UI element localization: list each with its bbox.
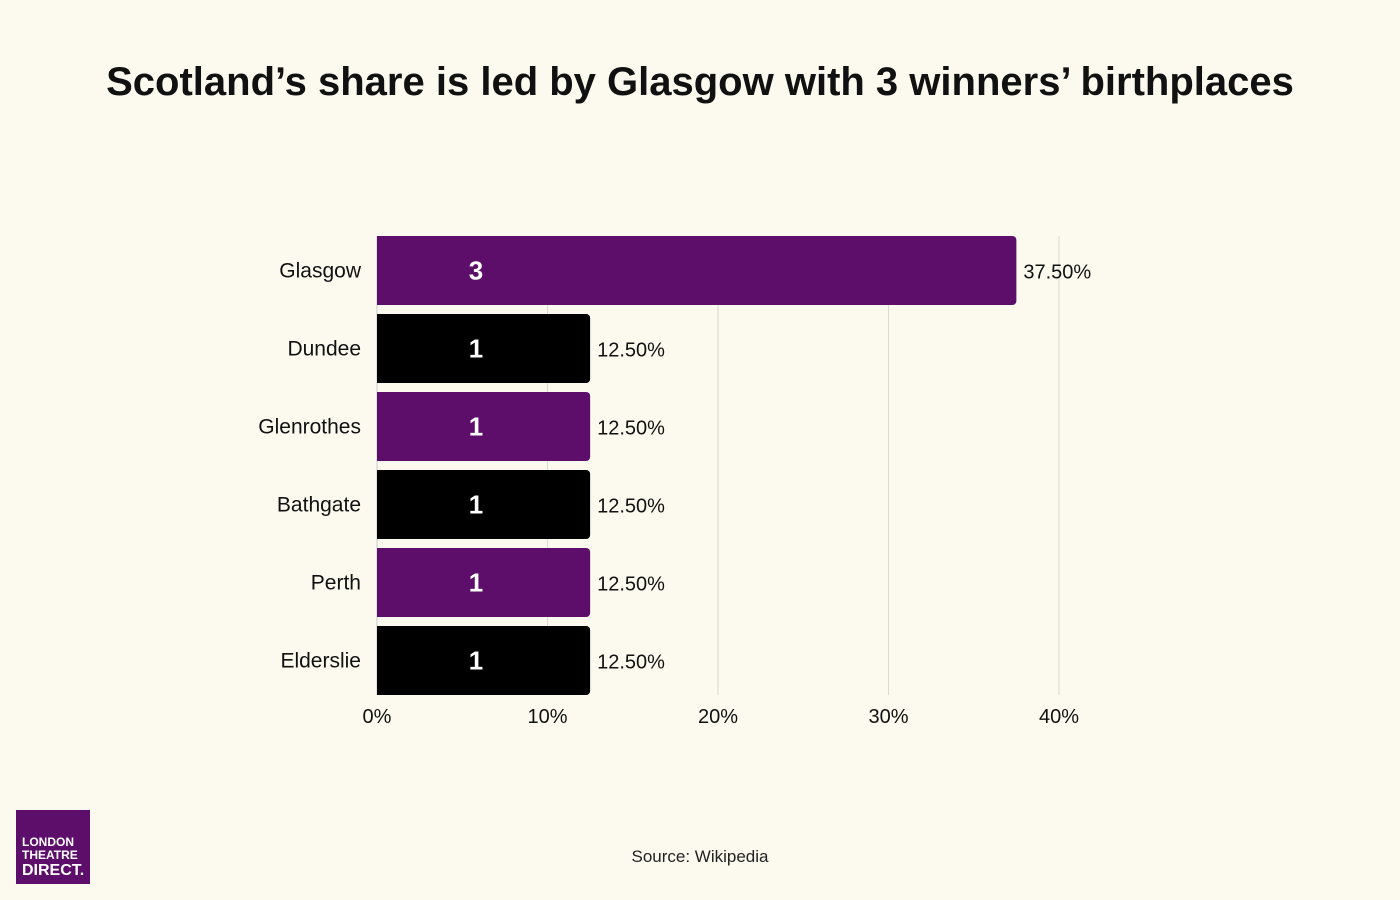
count-label: 1 bbox=[469, 334, 483, 364]
bar-edge bbox=[377, 392, 383, 461]
bar-edge bbox=[377, 314, 383, 383]
x-tick-label: 0% bbox=[363, 706, 392, 728]
value-label: 12.50% bbox=[597, 418, 665, 440]
category-label: Glenrothes bbox=[258, 416, 361, 439]
x-tick-label: 10% bbox=[527, 706, 567, 728]
bar bbox=[377, 236, 1017, 305]
bar bbox=[377, 626, 591, 695]
page-title: Scotland’s share is led by Glasgow with … bbox=[106, 60, 1294, 104]
logo-line-2: THEATRE bbox=[22, 848, 78, 862]
count-label: 1 bbox=[469, 490, 483, 520]
count-label: 1 bbox=[469, 412, 483, 442]
x-tick-label: 30% bbox=[868, 706, 908, 728]
value-label: 37.50% bbox=[1023, 262, 1091, 284]
category-label: Bathgate bbox=[277, 494, 361, 517]
count-label: 1 bbox=[469, 646, 483, 676]
category-label: Elderslie bbox=[280, 650, 361, 673]
bar bbox=[377, 392, 591, 461]
bar-edge bbox=[377, 626, 383, 695]
london-theatre-direct-logo: LONDON THEATRE DIRECT. bbox=[16, 810, 90, 884]
value-label: 12.50% bbox=[597, 652, 665, 674]
category-label: Perth bbox=[311, 572, 361, 595]
x-tick-label: 40% bbox=[1039, 706, 1079, 728]
bars bbox=[377, 236, 1017, 695]
labels: 0% 10% 20% 30% 40% Glasgow 3 37.50% Dundee 1 12.50… bbox=[258, 256, 1091, 729]
count-label: 1 bbox=[469, 568, 483, 598]
category-label: Dundee bbox=[287, 338, 361, 361]
value-label: 12.50% bbox=[597, 340, 665, 362]
x-tick-label: 20% bbox=[698, 706, 738, 728]
bar-edge bbox=[377, 470, 383, 539]
bar bbox=[377, 470, 591, 539]
value-label: 12.50% bbox=[597, 496, 665, 518]
bar bbox=[377, 314, 591, 383]
value-label: 12.50% bbox=[597, 574, 665, 596]
source-note: Source: Wikipedia bbox=[631, 847, 769, 866]
bar-edge bbox=[377, 548, 383, 617]
bar-chart: 0% 10% 20% 30% 40% Glasgow 3 37.50% Dundee 1 12.50… bbox=[258, 236, 1091, 729]
logo-line-1: LONDON bbox=[22, 835, 74, 849]
gridlines bbox=[376, 236, 1060, 695]
bar bbox=[377, 548, 591, 617]
bar-edge bbox=[377, 236, 383, 305]
category-label: Glasgow bbox=[279, 260, 362, 283]
logo-line-3: DIRECT. bbox=[22, 862, 85, 879]
count-label: 3 bbox=[469, 256, 483, 286]
